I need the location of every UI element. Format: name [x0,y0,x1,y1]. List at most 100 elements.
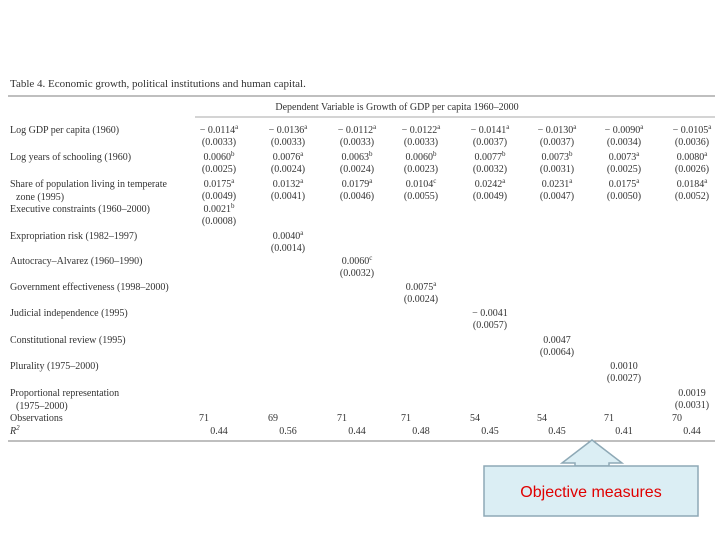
observations: 71 [401,413,411,424]
coefficient: − 0.0130a [538,123,578,136]
coefficient-main: 0.0077 [475,152,503,163]
coefficient-main: 0.0060 [204,152,232,163]
table-title: Table 4. Economic growth, political inst… [10,78,306,90]
coefficient-sup: a [704,150,708,158]
std-error: (0.0008) [202,216,236,227]
row-label: Judicial independence (1995) [10,308,128,319]
coefficient: 0.0175a [204,177,236,190]
arrow [559,439,625,467]
coefficient-sup: a [636,150,640,158]
std-error: (0.0032) [473,164,507,175]
coefficient: − 0.0090a [605,123,645,136]
coefficient-sup: a [640,123,644,131]
coefficient-sup: b [569,150,573,158]
coefficient-sup: c [433,177,436,185]
coefficient-sup: b [369,150,373,158]
std-error: (0.0047) [540,191,574,202]
coefficient-main: 0.0040 [273,231,301,242]
std-error: (0.0037) [473,137,507,148]
row-label: Constitutional review (1995) [10,335,126,346]
r-squared: 0.56 [279,426,297,437]
coefficient: 0.0132a [273,177,305,190]
coefficient-main: 0.0175 [609,179,637,190]
row-label: Expropriation risk (1982–1997) [10,231,137,242]
coefficient-sup: a [304,123,308,131]
coefficient-sup: a [704,177,708,185]
coefficient: 0.0073a [609,150,641,163]
observations: 71 [199,413,209,424]
coefficient-main: 0.0231 [542,179,570,190]
coefficient-sup: b [231,202,235,210]
coefficient: 0.0076a [273,150,305,163]
std-error: (0.0037) [540,137,574,148]
coefficient: 0.0242a [475,177,507,190]
coefficient: 0.0184a [677,177,709,190]
std-error: (0.0014) [271,243,305,254]
coefficient-main: − 0.0041 [472,308,508,319]
coefficient: 0.0075a [406,280,438,293]
coefficient-main: 0.0010 [610,361,638,372]
std-error: (0.0025) [607,164,641,175]
std-error: (0.0026) [675,164,709,175]
coefficient-sup: a [708,123,712,131]
coefficient-main: − 0.0130 [538,125,574,136]
coefficient: 0.0021b [204,202,236,215]
coefficient: 0.0060b [406,150,438,163]
coefficient-main: 0.0060 [342,256,370,267]
row-label: zone (1995) [16,192,64,203]
coefficient-main: 0.0184 [677,179,705,190]
coefficient-sup: a [506,123,510,131]
observations: 71 [337,413,347,424]
row-label: Plurality (1975–2000) [10,361,99,372]
row-label: Government effectiveness (1998–2000) [10,282,169,293]
std-error: (0.0024) [404,294,438,305]
coefficient: 0.0073b [542,150,574,163]
coefficient-sup: b [433,150,437,158]
coefficient-main: − 0.0105 [673,125,709,136]
row-label: Log years of schooling (1960) [10,152,131,163]
callout-text: Objective measures [520,484,661,501]
r-squared: 0.44 [210,426,228,437]
row-label: (1975–2000) [16,401,68,412]
coefficient: 0.0060b [204,150,236,163]
coefficient: 0.0019 [678,388,706,399]
coefficient: 0.0175a [609,177,641,190]
std-error: (0.0034) [607,137,641,148]
coefficient-sup: a [373,123,377,131]
coefficient-sup: a [231,177,235,185]
r-squared: 0.48 [412,426,430,437]
coefficient-main: 0.0047 [543,335,571,346]
r-squared: 0.44 [683,426,701,437]
std-error: (0.0025) [202,164,236,175]
row-label-main: R [9,426,16,437]
row-label: R2 [9,424,20,437]
observations: 54 [470,413,480,424]
coefficient: 0.0179a [342,177,374,190]
std-error: (0.0027) [607,373,641,384]
coefficient-main: 0.0075 [406,282,434,293]
coefficient-main: − 0.0136 [269,125,305,136]
coefficient-main: 0.0242 [475,179,503,190]
coefficient-main: 0.0063 [342,152,370,163]
coefficient-main: − 0.0141 [471,125,507,136]
row-label: Log GDP per capita (1960) [10,125,119,136]
coefficient-sup: a [300,177,304,185]
coefficient-main: 0.0073 [609,152,637,163]
coefficient: 0.0080a [677,150,709,163]
std-error: (0.0064) [540,347,574,358]
coefficient-sup: a [369,177,373,185]
observations: 69 [268,413,278,424]
r-squared: 0.41 [615,426,633,437]
coefficient-main: 0.0175 [204,179,232,190]
coefficient-main: 0.0073 [542,152,570,163]
std-error: (0.0052) [675,191,709,202]
std-error: (0.0055) [404,191,438,202]
std-error: (0.0033) [404,137,438,148]
coefficient: − 0.0112a [338,123,377,136]
coefficient-sup: b [502,150,506,158]
coefficient-main: − 0.0122 [402,125,438,136]
coefficient-sup: b [231,150,235,158]
std-error: (0.0057) [473,320,507,331]
std-error: (0.0033) [340,137,374,148]
row-label: Executive constraints (1960–2000) [10,204,150,215]
